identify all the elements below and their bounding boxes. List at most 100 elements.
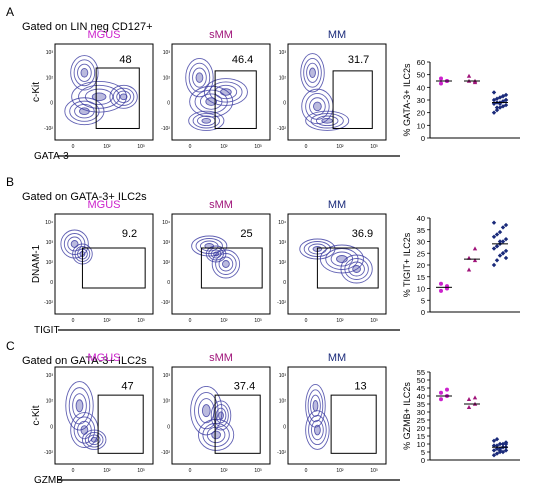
plot-frame [54, 43, 154, 141]
y-tick-label: 35 [417, 226, 425, 235]
x-tick-label: 10³ [137, 318, 145, 324]
contour-line [336, 255, 348, 263]
panel-letter: B [6, 175, 14, 189]
y-tick-label: 30 [417, 96, 425, 105]
gate-percentage: 36.9 [352, 228, 373, 240]
gate-percentage: 47 [121, 380, 133, 392]
contour-line [188, 110, 225, 131]
data-point-smm [472, 258, 478, 263]
y-tick-label: -10² [161, 300, 170, 306]
contour-line [65, 381, 94, 431]
x-tick-label: 10³ [254, 468, 262, 474]
contour-line [203, 78, 248, 106]
y-tick-label: 10³ [163, 240, 171, 246]
y-axis-label: c-Kit [31, 405, 42, 425]
flow-plot-smm: sMM 25 10⁴ 10³ 10² 0 -10² 0 10² 10³ [161, 199, 271, 324]
data-point-smm [472, 80, 478, 85]
y-tick-label: 10² [46, 399, 54, 405]
contour-line [300, 53, 325, 93]
y-tick-label: 45 [417, 384, 425, 393]
contour-line [211, 249, 241, 279]
x-tick-label: 0 [72, 144, 75, 150]
contour-line [348, 261, 365, 277]
contour-line [310, 394, 321, 417]
x-tick-label: 0 [72, 468, 75, 474]
data-point-mm [500, 239, 506, 244]
y-tick-label: -10² [44, 126, 53, 132]
contour-line [109, 84, 138, 109]
contour-line [305, 384, 326, 428]
gate-percentage: 31.7 [348, 54, 369, 66]
y-tick-label: 0 [283, 101, 286, 107]
contour-line [72, 393, 87, 419]
y-tick-label: 30 [417, 238, 425, 247]
data-point-mm [503, 448, 509, 453]
y-tick-label: 55 [417, 368, 425, 377]
contour-line [81, 429, 107, 450]
contour-line [305, 410, 330, 450]
data-point-mm [497, 101, 503, 106]
data-point-smm [466, 397, 472, 401]
y-tick-label: 50 [417, 71, 425, 80]
y-tick-label: 10 [417, 440, 425, 449]
scatter-chart-1: 0 10 20 30 40 50 60 % GATA-3+ ILC2s [402, 58, 520, 143]
y-tick-label: 10³ [46, 240, 54, 246]
data-point-mm [491, 438, 497, 443]
y-tick-label: 0 [50, 280, 53, 286]
x-tick-label: 10² [220, 144, 228, 150]
contour-line [192, 67, 207, 88]
plot-title: sMM [209, 29, 233, 41]
contour-line [70, 55, 99, 91]
data-point-mm [503, 248, 509, 254]
plot-frame [54, 213, 154, 315]
contour-line [311, 419, 324, 441]
gate-label: Gated on GATA-3+ ILC2s [22, 355, 147, 367]
x-tick-label: 0 [305, 468, 308, 474]
data-point-mm [491, 246, 497, 251]
gate-percentage: 13 [354, 380, 366, 392]
x-axis-label: GZMB [34, 475, 63, 486]
y-axis-label: % GATA-3+ ILC2s [402, 63, 412, 136]
y-tick-label: -10² [161, 126, 170, 132]
data-point-mm [497, 441, 503, 447]
y-tick-label: 25 [417, 249, 425, 258]
plot-title: sMM [209, 199, 233, 211]
contour-line [222, 260, 230, 268]
data-point-mm [491, 110, 497, 115]
plot-title: MM [328, 352, 346, 364]
contour-line [312, 400, 319, 412]
x-tick-label: 0 [189, 144, 192, 150]
gate-rectangle [95, 67, 140, 129]
data-point-mm [491, 453, 497, 458]
data-point-mgus [439, 397, 443, 402]
contour-line [310, 113, 344, 129]
gate-percentage: 46.4 [232, 54, 253, 66]
x-tick-label: 0 [189, 318, 192, 324]
y-tick-label: 5 [421, 448, 425, 457]
data-point-mm [494, 443, 500, 448]
y-tick-label: 0 [50, 101, 53, 107]
y-tick-label: 10³ [163, 373, 171, 379]
contour-line [308, 415, 327, 446]
flow-plot-mgus: MGUS 47 10³ 10² 0 -10² 0 10² 10³ [44, 352, 154, 474]
y-tick-label: 10³ [163, 50, 171, 56]
contour-line [313, 101, 322, 112]
data-point-mm [500, 449, 506, 455]
contour-line [218, 256, 234, 272]
contour-line [210, 249, 222, 259]
y-tick-label: 60 [417, 58, 425, 67]
y-tick-label: -10² [277, 126, 286, 132]
data-point-mgus [445, 387, 449, 392]
contour-line [215, 407, 227, 424]
contour-line [73, 59, 96, 87]
contour-line [75, 399, 84, 413]
contour-line [340, 254, 373, 284]
data-point-smm [472, 395, 478, 400]
x-tick-label: 10³ [137, 144, 145, 150]
data-point-mm [494, 451, 500, 456]
y-tick-label: 10² [46, 260, 54, 266]
contour-line [220, 88, 232, 96]
y-tick-label: 0 [167, 424, 170, 430]
